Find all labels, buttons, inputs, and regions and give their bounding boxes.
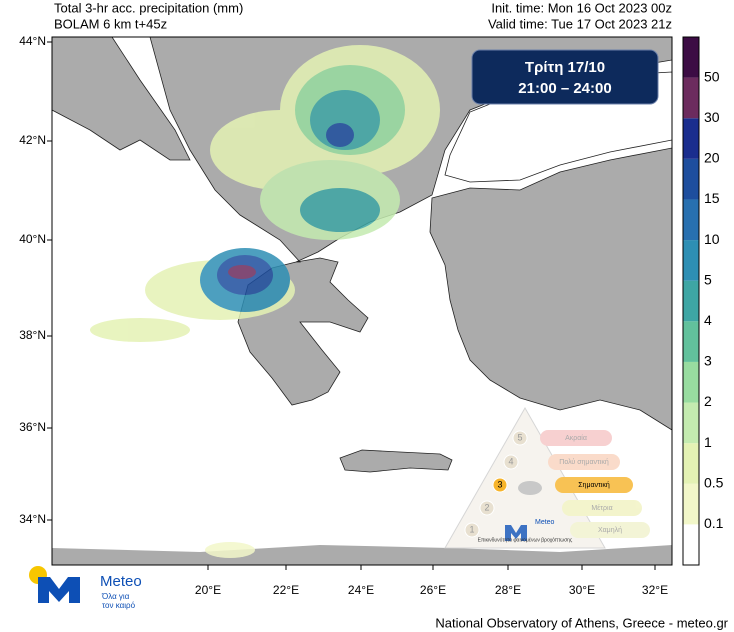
warning-badge — [479, 500, 495, 516]
warning-caption: Επικινδυνότητα φαινομένων βροχόπτωσης — [478, 536, 573, 543]
colorbar-band — [683, 37, 699, 78]
warning-label: Χαμηλή — [598, 527, 622, 534]
colorbar-label: 20 — [704, 150, 720, 166]
lon-tick-label: 32°E — [642, 583, 668, 597]
colorbar-label: 4 — [704, 312, 712, 328]
logo-tagline: τον καιρό — [102, 601, 136, 610]
warning-badge — [512, 430, 528, 446]
lon-tick-label: 30°E — [569, 583, 595, 597]
badge-day: Τρίτη 17/10 — [525, 59, 605, 76]
warning-badge — [492, 477, 508, 493]
lat-tick-label: 38°N — [19, 328, 46, 342]
lon-tick-label: 22°E — [273, 583, 299, 597]
colorbar-label: 0.5 — [704, 474, 724, 490]
footer: National Observatory of Athens, Greece -… — [435, 615, 728, 630]
colorbar-label: 15 — [704, 190, 720, 206]
warning-badge — [464, 522, 480, 538]
lat-tick-label: 42°N — [19, 133, 46, 147]
colorbar-band — [683, 280, 699, 322]
colorbar-label: 0.1 — [704, 515, 724, 531]
colorbar-band — [683, 402, 699, 444]
logo-tagline: Όλα για — [101, 592, 130, 601]
colorbar-label: 30 — [704, 109, 720, 125]
crete — [339, 449, 453, 473]
warning-label: Μέτρια — [591, 504, 612, 512]
warning-texts: 5 Ακραία 4 Πολύ σημαντική 3 Σημαντική 2 Μέτρια 1… — [464, 430, 622, 538]
lon-tick-label: 24°E — [348, 583, 374, 597]
turkey — [429, 147, 672, 431]
colorbar-band — [683, 118, 699, 159]
colorbar-label: 10 — [704, 231, 720, 247]
colorbar-band — [683, 361, 699, 403]
warning-number: 4 — [508, 456, 513, 466]
warning-brand: Meteo — [535, 519, 555, 526]
colorbar-band — [683, 158, 699, 200]
badge — [471, 49, 659, 105]
warning-label: Πολύ σημαντική — [559, 458, 609, 466]
init-time: Init. time: Mon 16 Oct 2023 00z — [491, 0, 672, 15]
italy — [52, 37, 191, 161]
warning-badge — [503, 454, 519, 470]
lat-tick-label: 44°N — [19, 34, 46, 48]
precipitation — [90, 45, 440, 558]
colorbar: 0.1 0.5 1 2 3 4 5 10 15 20 30 50 — [683, 37, 724, 565]
africa — [52, 545, 672, 565]
colorbar-band — [683, 483, 699, 525]
map-frame — [51, 36, 673, 566]
colorbar-label: 50 — [704, 68, 720, 84]
warning-number: 5 — [517, 432, 522, 442]
colorbar-label: 3 — [704, 353, 712, 369]
logo-name: Meteo — [100, 573, 142, 590]
colorbar-band — [683, 240, 699, 281]
lon-tick-label: 20°E — [195, 583, 221, 597]
lon-tick-label: 28°E — [495, 583, 521, 597]
title: Total 3-hr acc. precipitation (mm) — [54, 0, 243, 15]
badge-time: 21:00 – 24:00 — [518, 80, 611, 97]
colorbar-label: 2 — [704, 393, 712, 409]
warning-number: 2 — [484, 502, 489, 512]
lat-tick-label: 36°N — [19, 420, 46, 434]
logo: Meteo Όλα για τον καιρό — [29, 566, 142, 610]
warning-label: Σημαντική — [578, 482, 610, 489]
colorbar-frame — [682, 36, 700, 566]
colorbar-band — [683, 443, 699, 484]
warning-number: 3 — [497, 479, 502, 489]
lat-tick-label: 40°N — [19, 232, 46, 246]
colorbar-band — [683, 77, 699, 119]
lat-tick-label: 34°N — [19, 512, 46, 526]
warning-number: 1 — [469, 524, 474, 534]
colorbar-label: 1 — [704, 434, 712, 450]
valid-time: Valid time: Tue 17 Oct 2023 21z — [488, 16, 672, 31]
colorbar-band — [683, 524, 699, 565]
warning-label: Ακραία — [565, 434, 587, 442]
axes: 44°N 42°N 40°N 38°N 36°N 34°N 20°E 22°E 24°E 26°E… — [19, 34, 668, 597]
colorbar-label: 5 — [704, 271, 712, 287]
colorbar-band — [683, 199, 699, 241]
subtitle: BOLAM 6 km t+45z — [54, 16, 167, 31]
colorbar-band — [683, 321, 699, 362]
lon-tick-label: 26°E — [420, 583, 446, 597]
